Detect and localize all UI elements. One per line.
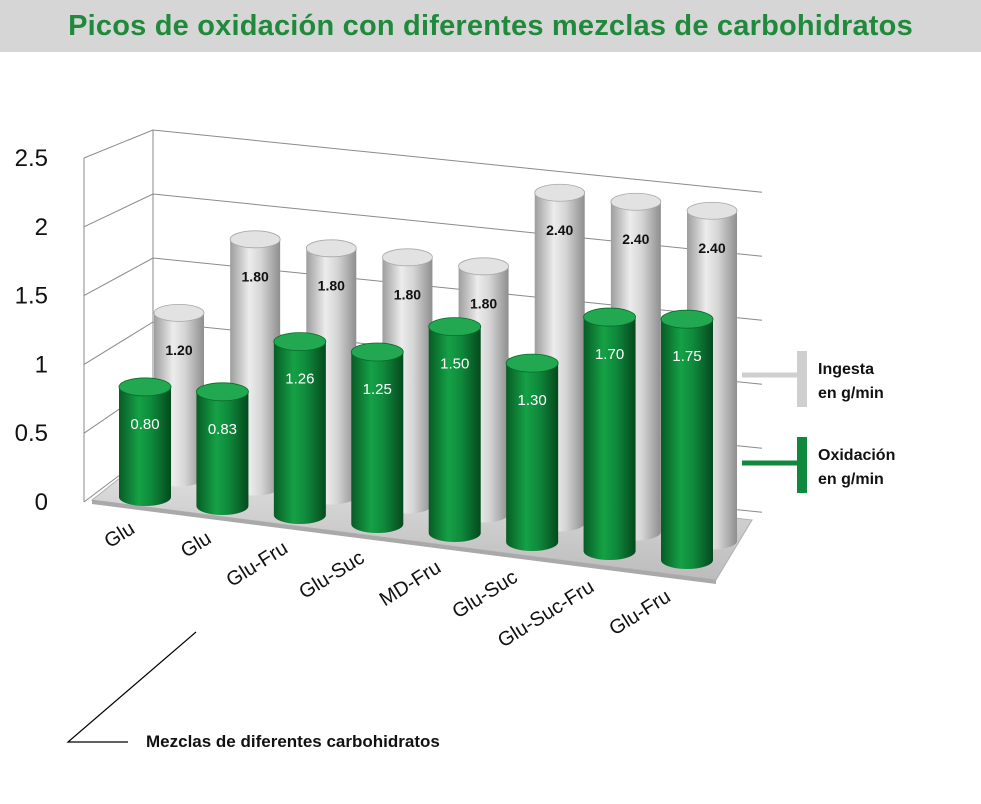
legend-oxidacion-unit: en g/min [818, 471, 884, 488]
oxidacion-bar: 0.80 [118, 377, 172, 506]
x-tick-label: MD-Fru [376, 556, 445, 611]
oxidacion-bar: 1.25 [350, 342, 404, 533]
oxidacion-data-label: 1.50 [440, 356, 469, 373]
y-axis-ticks: 0 0.5 1 1.5 2 2.5 [15, 145, 48, 516]
oxidacion-bar-top [118, 377, 172, 397]
oxidacion-bar: 1.70 [583, 307, 636, 560]
oxidacion-data-label: 1.25 [363, 381, 392, 398]
oxidacion-bar-top [583, 307, 636, 327]
bar-chart: 1.201.801.801.801.802.402.402.40 0.80 0.8… [15, 129, 895, 751]
oxidacion-bar-top [505, 353, 559, 373]
x-tick-label: Glu-Fru [605, 586, 674, 641]
ingesta-bar-top [229, 230, 281, 249]
oxidacion-bar: 1.26 [273, 332, 327, 524]
ingesta-bar-top [686, 201, 738, 220]
ingesta-data-label: 1.80 [470, 295, 497, 311]
ingesta-bar-top [458, 257, 509, 276]
y-tick-label: 0 [35, 489, 48, 516]
oxidacion-bar-top [428, 317, 482, 337]
x-tick-label: Glu-Suc [449, 566, 522, 623]
legend-oxidacion-swatch [797, 437, 807, 493]
gridline [83, 129, 763, 193]
y-tick-label: 0.5 [15, 420, 48, 447]
oxidacion-bar-body [119, 386, 171, 506]
oxidacion-bar-body [583, 317, 636, 560]
oxidacion-bar-body [428, 326, 481, 542]
oxidacion-data-label: 0.83 [208, 421, 237, 438]
oxidacion-bar: 1.75 [660, 309, 714, 569]
x-tick-label: Glu [101, 518, 139, 553]
title-bar [0, 0, 981, 52]
y-tick-label: 2 [35, 214, 48, 241]
x-axis-title: Mezclas de diferentes carbohidratos [66, 631, 440, 751]
oxidacion-bar: 1.30 [505, 353, 559, 551]
oxidacion-bar-body [506, 363, 559, 551]
oxidacion-bar-top [350, 342, 404, 362]
oxidacion-bar: 0.83 [196, 382, 249, 515]
oxidacion-bar-top [660, 309, 714, 329]
oxidacion-bar-body [661, 319, 713, 569]
ingesta-data-label: 1.80 [318, 277, 345, 293]
oxidacion-bar-body [351, 352, 404, 533]
legend-ingesta-swatch [797, 351, 807, 407]
legend: Ingesta en g/min Oxidación en g/min [742, 351, 895, 493]
legend-oxidacion-label: Oxidación [818, 447, 895, 464]
chart-title: Picos de oxidación con diferentes mezcla… [68, 10, 913, 42]
oxidacion-data-label: 1.26 [285, 371, 314, 388]
ingesta-bar-top [534, 183, 586, 202]
ingesta-bar-top [153, 303, 205, 322]
y-tick-label: 1.5 [15, 283, 48, 310]
oxidacion-data-label: 1.30 [518, 392, 547, 409]
legend-ingesta-unit: en g/min [818, 385, 884, 402]
oxidacion-bar: 1.50 [428, 317, 482, 542]
x-tick-label: Glu-Fru [223, 537, 292, 592]
ingesta-bar-top [382, 248, 433, 267]
y-tick-label: 1 [35, 351, 48, 378]
oxidacion-data-label: 1.75 [672, 348, 701, 365]
ingesta-bar-top [610, 192, 662, 211]
oxidacion-data-label: 0.80 [130, 416, 159, 433]
legend-ingesta-label: Ingesta [818, 361, 874, 378]
floor-edge [92, 500, 716, 584]
x-axis-label: Mezclas de diferentes carbohidratos [146, 732, 440, 751]
oxidacion-data-label: 1.70 [595, 346, 624, 363]
ingesta-bar-top [305, 239, 357, 258]
oxidacion-bar-body [196, 391, 249, 515]
legend-ingesta: Ingesta en g/min [742, 351, 884, 407]
x-tick-label: Glu-Suc [295, 547, 368, 604]
ingesta-data-label: 2.40 [622, 231, 649, 247]
oxidacion-bar-top [273, 332, 327, 352]
oxidacion-bar-body [273, 341, 326, 524]
oxidacion-bar-top [196, 382, 249, 402]
x-tick-label: Glu [177, 527, 215, 562]
ingesta-data-label: 2.40 [698, 240, 725, 256]
ingesta-data-label: 1.80 [394, 286, 421, 302]
ingesta-data-label: 2.40 [546, 222, 573, 238]
legend-oxidacion: Oxidación en g/min [742, 437, 895, 493]
oxidacion-series: 0.80 0.83 1.26 1.25 1.50 1.30 1.70 1.75 [118, 307, 714, 569]
ingesta-data-label: 1.80 [242, 268, 269, 284]
y-tick-label: 2.5 [15, 145, 48, 172]
x-axis-pointer [66, 631, 197, 743]
ingesta-data-label: 1.20 [165, 342, 192, 358]
